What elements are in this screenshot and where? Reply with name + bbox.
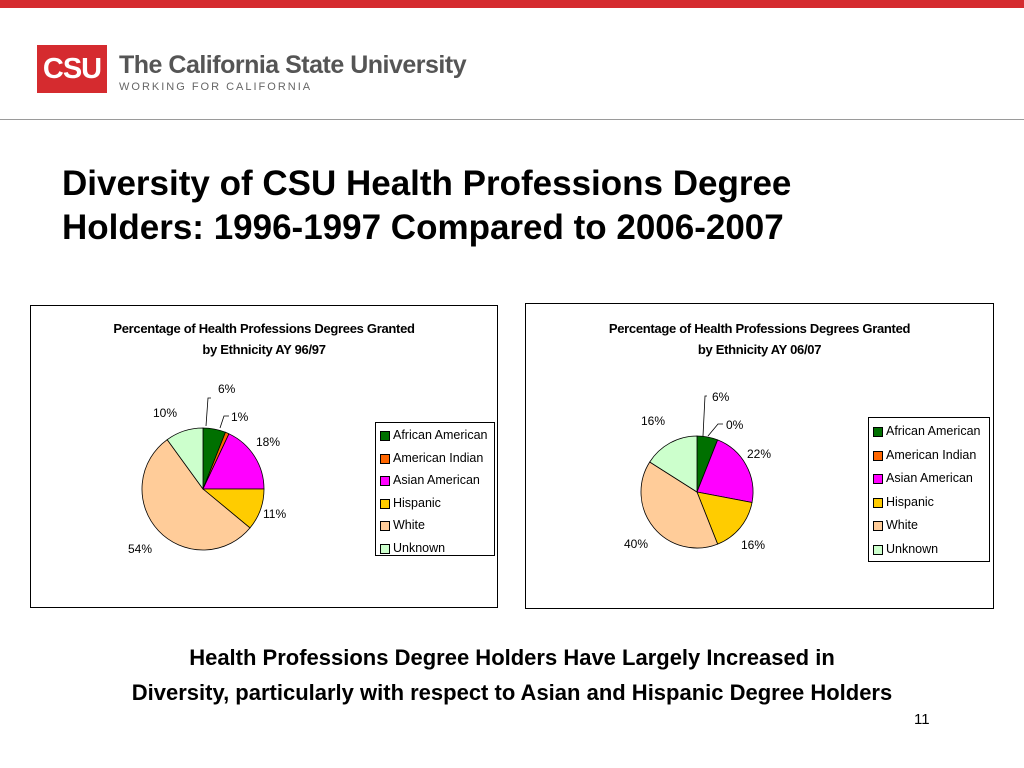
legend-swatch: [873, 497, 883, 508]
legend-swatch: [380, 453, 390, 464]
label-leader-line: [702, 395, 707, 437]
pie-slice-unknown: [649, 435, 698, 493]
legend-label: Unknown: [393, 540, 446, 555]
slide-title-line-1: Diversity of CSU Health Professions Degr…: [62, 164, 792, 203]
legend-swatch: [380, 498, 390, 509]
data-label-hispanic: 16%: [741, 538, 765, 552]
logo-abbreviation: CSU: [37, 45, 107, 93]
pie-slice-asian-american: [696, 439, 754, 503]
data-label-unknown: 10%: [153, 406, 177, 420]
chart-title-line-2: by Ethnicity AY 96/97: [202, 342, 326, 357]
chart-panel-96-97: Percentage of Health Professions Degrees…: [30, 305, 498, 608]
legend-swatch: [873, 544, 883, 555]
legend-label: Unknown: [886, 541, 939, 556]
label-leader-line: [707, 423, 723, 437]
chart-title: Percentage of Health Professions Degrees…: [31, 318, 497, 360]
logo-university-name: The California State University: [119, 51, 467, 79]
page-number: 11: [914, 711, 930, 728]
legend-label: Hispanic: [393, 495, 441, 510]
label-leader-line: [219, 415, 229, 429]
legend-label: Hispanic: [886, 494, 934, 509]
data-label-african-american: 6%: [218, 382, 236, 396]
slide-title-line-2: Holders: 1996-1997 Compared to 2006-2007: [62, 208, 784, 247]
pie-slice-white: [141, 439, 251, 551]
pie-chart-96-97: 6% 1% 18% 11% 54% 10%: [128, 382, 286, 556]
summary-line-2: Diversity, particularly with respect to …: [131, 680, 893, 705]
data-label-white: 54%: [128, 542, 152, 556]
legend-swatch: [380, 521, 390, 531]
data-label-asian-american: 18%: [256, 435, 280, 449]
legend-label: White: [886, 518, 918, 532]
legend-label: American Indian: [393, 450, 484, 465]
data-label-american-indian: 1%: [231, 410, 249, 424]
summary-line-1: Health Professions Degree Holders Have L…: [189, 645, 835, 670]
legend-swatch: [873, 427, 883, 437]
label-leader-line: [205, 397, 211, 427]
chart-panel-06-07: Percentage of Health Professions Degrees…: [525, 303, 994, 609]
legend-label: African American: [393, 428, 488, 442]
chart-legend: African American American Indian Asian Ame…: [868, 417, 990, 562]
pie-chart-06-07: 6% 0% 22% 16% 40% 16%: [624, 390, 771, 552]
data-label-american-indian: 0%: [726, 418, 744, 432]
logo-tagline: WORKING FOR CALIFORNIA: [119, 81, 313, 93]
legend-label: African American: [886, 424, 981, 438]
top-accent-bar: [0, 0, 1024, 8]
legend-label: Asian American: [393, 473, 480, 487]
legend-label: American Indian: [886, 447, 977, 462]
header-divider: [0, 119, 1024, 120]
chart-title-line-1: Percentage of Health Professions Degrees…: [608, 321, 911, 336]
slide-title: Diversity of CSU Health Professions Degr…: [62, 162, 962, 250]
legend-swatch: [873, 450, 883, 461]
pie-slice-hispanic: [696, 491, 753, 545]
legend-label: White: [393, 518, 425, 532]
pie-slice-asian-american: [202, 433, 265, 490]
data-label-asian-american: 22%: [747, 447, 771, 461]
chart-legend: African American American Indian Asian Ame…: [375, 422, 495, 556]
data-label-unknown: 16%: [641, 414, 665, 428]
pie-slice-white: [640, 461, 719, 549]
legend-label: Asian American: [886, 471, 973, 485]
legend-swatch: [380, 476, 390, 486]
legend-swatch: [873, 521, 883, 531]
legend-swatch: [380, 543, 390, 554]
data-label-white: 40%: [624, 537, 648, 551]
legend-swatch: [873, 474, 883, 484]
chart-title-line-1: Percentage of Health Professions Degrees…: [113, 321, 415, 336]
pie-slice-unknown: [166, 427, 204, 491]
legend-swatch: [380, 431, 390, 441]
data-label-african-american: 6%: [712, 390, 730, 404]
data-label-hispanic: 11%: [263, 507, 286, 521]
summary-text: Health Professions Degree Holders Have L…: [0, 640, 1024, 710]
chart-title-line-2: by Ethnicity AY 06/07: [697, 342, 822, 357]
chart-title: Percentage of Health Professions Degrees…: [526, 318, 993, 360]
